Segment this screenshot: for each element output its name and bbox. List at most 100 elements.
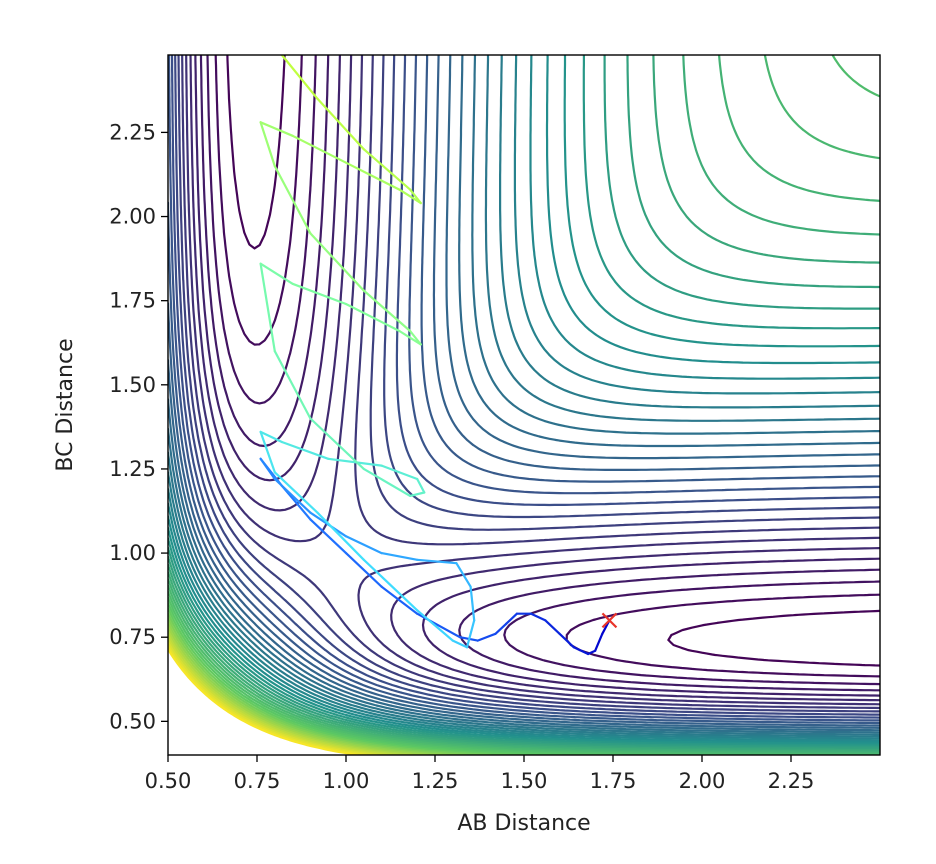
contour-line [199, 55, 880, 692]
contour-line [168, 612, 492, 755]
contour-line [206, 55, 880, 686]
end-marker [601, 612, 618, 629]
contour-line [168, 625, 429, 755]
contour-line [168, 55, 880, 745]
contour-line [168, 55, 880, 755]
contour-line [214, 55, 880, 678]
contour-line [170, 55, 880, 719]
contour-line [168, 55, 880, 750]
y-tick-label: 2.25 [109, 120, 156, 144]
contour-line [194, 55, 880, 697]
trajectory-segment [409, 329, 422, 346]
x-tick-label: 1.00 [323, 769, 370, 793]
trajectory-segment [398, 188, 422, 205]
contour-line [168, 55, 880, 729]
x-axis-ticks: 0.50 0.75 1.00 1.25 1.50 1.75 2.00 2.25 [145, 755, 815, 793]
x-tick-label: 2.25 [768, 769, 815, 793]
contour-line [168, 616, 467, 755]
trajectory-segment [558, 632, 575, 649]
trajectory-segment [416, 477, 426, 494]
trajectory-segment [309, 518, 348, 555]
trajectory-segment [362, 558, 419, 612]
x-tick-label: 1.75 [590, 769, 637, 793]
y-tick-label: 1.75 [109, 289, 156, 313]
x-tick-label: 1.25 [412, 769, 459, 793]
trajectory-segment [344, 535, 383, 555]
x-tick-label: 0.75 [234, 769, 281, 793]
contour-line [168, 55, 880, 743]
contour-lines [168, 55, 880, 755]
trajectory-segment [594, 632, 604, 652]
contour-line [168, 55, 880, 736]
contour-line [181, 55, 880, 710]
trajectory-segment [529, 612, 547, 622]
y-tick-label: 0.50 [109, 709, 156, 733]
contour-line [168, 55, 880, 749]
trajectory-segment [362, 148, 412, 191]
trajectory-segment [259, 121, 276, 168]
trajectory-segment [291, 134, 348, 164]
trajectory-segment [259, 262, 294, 285]
y-tick-label: 1.00 [109, 541, 156, 565]
contour-line [177, 55, 880, 713]
y-axis-title: BC Distance [53, 338, 78, 471]
trajectory-segment [586, 649, 597, 656]
trajectory-segment [469, 585, 476, 622]
contour-line [226, 55, 880, 667]
trajectory-segment [380, 551, 419, 561]
trajectory-segment [316, 97, 365, 151]
y-tick-label: 0.75 [109, 625, 156, 649]
trajectory-segment [309, 417, 365, 470]
trajectory-segment [451, 639, 469, 649]
trajectory-segment [344, 161, 401, 191]
trajectory-segment [327, 457, 383, 467]
trajectory-segment [316, 511, 365, 561]
trajectory-segment [505, 612, 519, 625]
x-tick-label: 1.50 [501, 769, 548, 793]
contour-line [189, 55, 880, 702]
trajectory-segment [409, 188, 422, 205]
trajectory-segment [362, 467, 412, 497]
trajectory-segment [344, 551, 383, 588]
contour-line [168, 55, 880, 740]
contour-line [168, 55, 880, 725]
contour-line [168, 55, 880, 722]
trajectory-segment [455, 562, 472, 588]
contour-line [168, 55, 880, 752]
x-tick-label: 0.50 [145, 769, 192, 793]
trajectory-segment [494, 622, 508, 635]
y-tick-label: 1.25 [109, 457, 156, 481]
trajectory-segment [273, 477, 312, 514]
trajectory-segment [416, 558, 458, 565]
trajectory-segment [259, 457, 276, 481]
trajectory-segment [280, 55, 319, 100]
contour-line [168, 55, 880, 742]
contour-line [168, 641, 378, 755]
contour-line [168, 55, 880, 738]
trajectory-segment [362, 289, 412, 333]
x-tick-label: 2.00 [679, 769, 726, 793]
trajectory-segment [280, 440, 330, 460]
trajectory-segment [259, 262, 276, 353]
contour-line [168, 55, 880, 753]
trajectory-segment [380, 464, 419, 481]
contour-line [168, 55, 880, 734]
trajectory-segment [572, 646, 590, 656]
x-axis-title: AB Distance [457, 811, 590, 836]
trajectory-segment [344, 302, 401, 333]
contour-line [168, 55, 880, 732]
contour-line [168, 55, 880, 727]
trajectory-segment [544, 619, 561, 635]
trajectory-segment [259, 430, 283, 444]
contour-line [168, 602, 564, 755]
trajectory-segment [273, 165, 312, 235]
trajectory-segment [259, 121, 294, 137]
trajectory-segment [476, 632, 497, 642]
contour-line [174, 55, 880, 716]
trajectory-segment [309, 232, 365, 292]
trajectory-segment [273, 471, 319, 514]
trajectory-segment [416, 609, 454, 642]
trajectory-segment [259, 430, 276, 474]
contour-line [168, 55, 880, 755]
